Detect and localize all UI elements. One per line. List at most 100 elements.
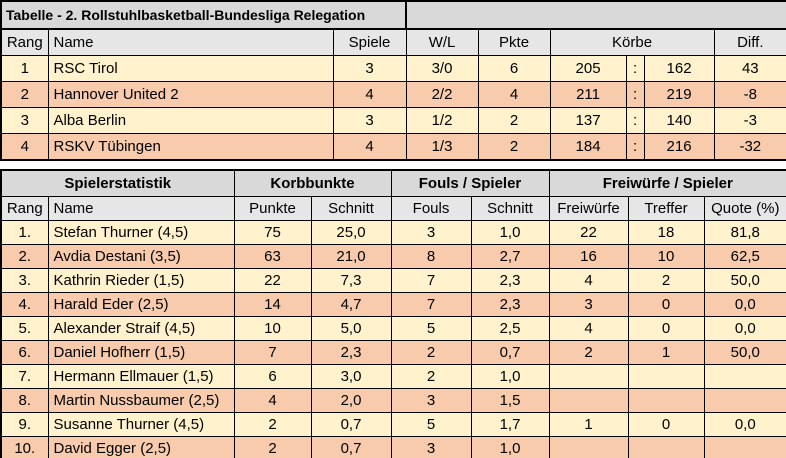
player-row: 5. Alexander Straif (4,5) 10 5,0 5 2,5 4… — [0, 316, 786, 341]
standings-header-diff: Diff. — [713, 28, 786, 56]
standings-name-cell: RSC Tirol — [47, 55, 334, 82]
player-fouls-avg-cell: 2,3 — [470, 292, 550, 317]
standings-title: Tabelle - 2. Rollstuhlbasketball-Bundesl… — [0, 0, 408, 30]
player-name-cell: Avdia Destani (3,5) — [47, 244, 235, 269]
standings-wl-cell: 2/2 — [405, 81, 479, 108]
standings-wl-cell: 1/2 — [405, 107, 479, 134]
player-points-cell: 22 — [233, 268, 312, 293]
player-row: 3. Kathrin Rieder (1,5) 22 7,3 7 2,3 4 2… — [0, 268, 786, 293]
player-freethrow-quote-cell: 0,0 — [703, 292, 786, 317]
player-rank-cell: 7. — [0, 364, 49, 389]
player-freethrows-cell: 4 — [548, 316, 629, 341]
standings-diff-cell: -32 — [713, 133, 786, 161]
standings-name-cell: RSKV Tübingen — [47, 133, 334, 161]
score-separator-cell: : — [625, 107, 645, 134]
player-freethrow-hits-cell: 0 — [627, 412, 705, 437]
standings-rank-cell: 4 — [0, 133, 49, 161]
player-stats-group-header-row: Spielerstatistik Korbbunkte Fouls / Spie… — [0, 169, 786, 197]
player-fouls-cell: 2 — [390, 364, 472, 389]
player-name-cell: Kathrin Rieder (1,5) — [47, 268, 235, 293]
player-name-cell: Daniel Hofherr (1,5) — [47, 340, 235, 365]
player-freethrows-cell: 22 — [548, 220, 629, 245]
player-freethrow-hits-cell: 2 — [627, 268, 705, 293]
standings-points-cell: 2 — [477, 133, 551, 161]
player-row: 8. Martin Nussbaumer (2,5) 4 2,0 3 1,5 — [0, 388, 786, 413]
player-points-avg-cell: 7,3 — [310, 268, 392, 293]
player-points-cell: 63 — [233, 244, 312, 269]
player-row: 4. Harald Eder (2,5) 14 4,7 7 2,3 3 0 0,… — [0, 292, 786, 317]
player-freethrow-hits-cell: 18 — [627, 220, 705, 245]
player-row: 6. Daniel Hofherr (1,5) 7 2,3 2 0,7 2 1 … — [0, 340, 786, 365]
player-fouls-cell: 5 — [390, 316, 472, 341]
player-freethrows-cell: 3 — [548, 292, 629, 317]
player-header-fouls: Fouls — [390, 196, 472, 221]
player-header-schnitt-fouls: Schnitt — [470, 196, 550, 221]
player-freethrows-cell: 2 — [548, 340, 629, 365]
player-points-cell: 10 — [233, 316, 312, 341]
player-fouls-avg-cell: 1,7 — [470, 412, 550, 437]
player-freethrow-quote-cell: 0,0 — [703, 412, 786, 437]
standings-baskets-for-cell: 184 — [549, 133, 627, 161]
player-fouls-avg-cell: 2,5 — [470, 316, 550, 341]
player-fouls-avg-cell: 1,0 — [470, 364, 550, 389]
standings-header-name: Name — [47, 28, 334, 56]
player-name-cell: Susanne Thurner (4,5) — [47, 412, 235, 437]
player-points-cell: 7 — [233, 340, 312, 365]
standings-baskets-against-cell: 216 — [643, 133, 715, 161]
group-header-freiwuerfe: Freiwürfe / Spieler — [548, 169, 786, 197]
score-separator-cell: : — [625, 55, 645, 82]
standings-wl-cell: 3/0 — [405, 55, 479, 82]
standings-games-cell: 4 — [332, 81, 407, 108]
player-points-cell: 4 — [233, 388, 312, 413]
player-fouls-cell: 8 — [390, 244, 472, 269]
player-rank-cell: 10. — [0, 436, 49, 458]
standings-row: 3 Alba Berlin 3 1/2 2 137 : 140 -3 — [0, 107, 786, 134]
player-header-schnitt-punkte: Schnitt — [310, 196, 392, 221]
player-row: 7. Hermann Ellmauer (1,5) 6 3,0 2 1,0 — [0, 364, 786, 389]
standings-diff-cell: 43 — [713, 55, 786, 82]
player-freethrow-hits-cell: 0 — [627, 316, 705, 341]
player-points-avg-cell: 25,0 — [310, 220, 392, 245]
group-header-korbpunkte: Korbbunkte — [233, 169, 392, 197]
player-row: 1. Stefan Thurner (4,5) 75 25,0 3 1,0 22… — [0, 220, 786, 245]
player-header-name: Name — [47, 196, 235, 221]
score-separator-cell: : — [625, 133, 645, 161]
standings-rank-cell: 1 — [0, 55, 49, 82]
player-row: 10. David Egger (2,5) 2 0,7 3 1,0 — [0, 436, 786, 458]
player-rank-cell: 6. — [0, 340, 49, 365]
table-gap — [0, 161, 786, 169]
standings-points-cell: 2 — [477, 107, 551, 134]
player-name-cell: David Egger (2,5) — [47, 436, 235, 458]
standings-table: Tabelle - 2. Rollstuhlbasketball-Bundesl… — [0, 0, 786, 161]
standings-points-cell: 4 — [477, 81, 551, 108]
standings-wl-cell: 1/3 — [405, 133, 479, 161]
player-fouls-cell: 3 — [390, 220, 472, 245]
player-header-punkte: Punkte — [233, 196, 312, 221]
player-points-avg-cell: 2,0 — [310, 388, 392, 413]
player-rank-cell: 1. — [0, 220, 49, 245]
player-freethrow-quote-cell: 62,5 — [703, 244, 786, 269]
player-freethrows-cell: 4 — [548, 268, 629, 293]
player-fouls-avg-cell: 1,0 — [470, 436, 550, 458]
player-name-cell: Stefan Thurner (4,5) — [47, 220, 235, 245]
player-freethrow-quote-cell — [703, 388, 786, 413]
standings-rank-cell: 3 — [0, 107, 49, 134]
player-rank-cell: 3. — [0, 268, 49, 293]
standings-baskets-for-cell: 205 — [549, 55, 627, 82]
score-separator-cell: : — [625, 81, 645, 108]
player-points-avg-cell: 4,7 — [310, 292, 392, 317]
standings-diff-cell: -8 — [713, 81, 786, 108]
player-fouls-cell: 7 — [390, 268, 472, 293]
player-fouls-avg-cell: 1,0 — [470, 220, 550, 245]
player-fouls-cell: 5 — [390, 412, 472, 437]
player-fouls-avg-cell: 1,5 — [470, 388, 550, 413]
standings-header-rang: Rang — [0, 28, 49, 56]
player-points-avg-cell: 0,7 — [310, 412, 392, 437]
player-header-treffer: Treffer — [627, 196, 705, 221]
standings-header-wl: W/L — [405, 28, 479, 56]
standings-baskets-for-cell: 211 — [549, 81, 627, 108]
player-name-cell: Alexander Straif (4,5) — [47, 316, 235, 341]
player-fouls-cell: 2 — [390, 340, 472, 365]
standings-header-pkte: Pkte — [477, 28, 551, 56]
